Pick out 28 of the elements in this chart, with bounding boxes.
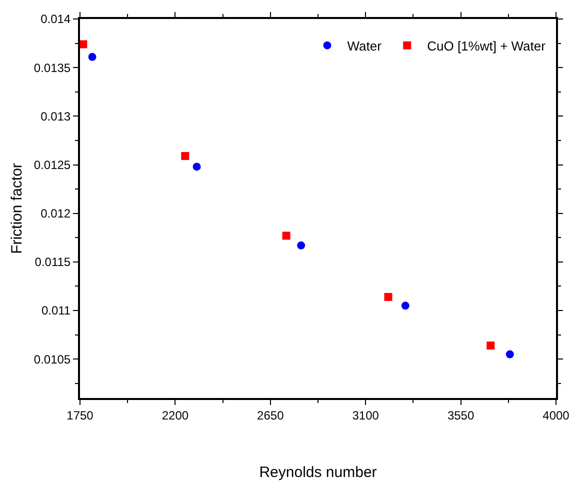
x-axis-title: Reynolds number <box>259 464 377 481</box>
y-tick-label: 0.0125 <box>34 158 71 172</box>
y-tick-label: 0.014 <box>40 12 71 26</box>
point <box>282 232 290 240</box>
y-tick-label: 0.013 <box>40 109 71 124</box>
point <box>192 162 201 171</box>
point <box>297 241 306 250</box>
y-tick-label: 0.011 <box>41 304 71 318</box>
legend-label: Water <box>347 38 382 54</box>
legend-label: CuO [1%wt] + Water <box>427 38 546 54</box>
x-tick-label: 2200 <box>162 408 189 422</box>
x-tick-label: 4000 <box>542 408 570 422</box>
point <box>506 350 514 358</box>
point <box>486 342 495 350</box>
y-tick-label: 0.0135 <box>34 60 71 75</box>
y-tick-label: 0.0115 <box>34 255 71 270</box>
x-tick-label: 2650 <box>257 408 284 422</box>
point <box>401 302 410 310</box>
point <box>88 52 96 61</box>
y-axis-title: Friction factor <box>8 163 26 254</box>
x-tick-label: 3100 <box>352 408 380 422</box>
point <box>80 40 88 48</box>
point <box>181 152 190 160</box>
y-tick-label: 0.012 <box>40 206 71 221</box>
point <box>384 292 392 301</box>
x-tick-label: 3550 <box>447 408 474 422</box>
x-tick-label: 1750 <box>66 408 94 422</box>
y-tick-label: 0.0105 <box>34 352 71 366</box>
